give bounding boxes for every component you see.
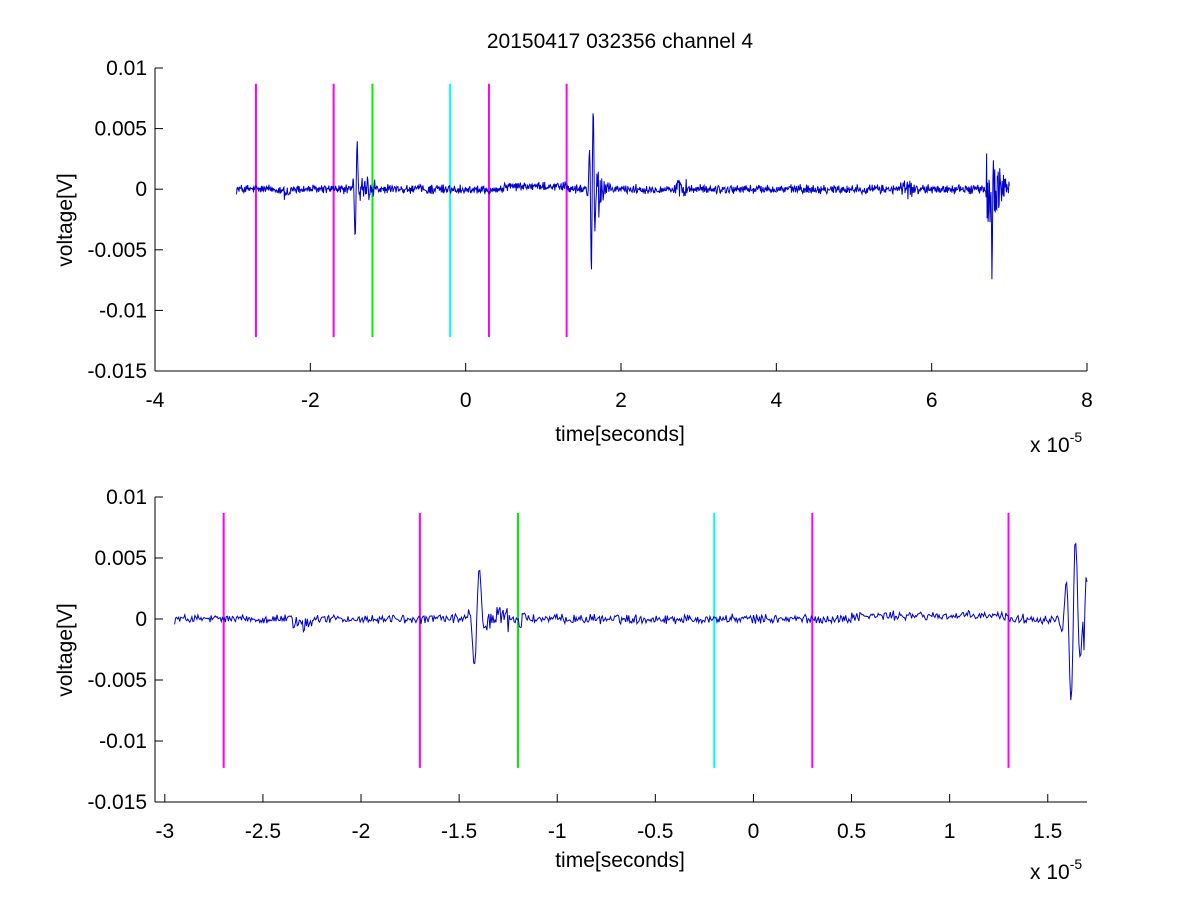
axes-bottom-signal-line bbox=[174, 542, 1088, 701]
axes-top-x-multiplier-exp: -5 bbox=[1070, 429, 1083, 445]
axes-top-x-multiplier-base: x 10 bbox=[1030, 434, 1070, 457]
axes-bottom-markers bbox=[222, 512, 1010, 768]
axes-bottom-xticks: -3 -2.5 -2 -1.5 -1 -0.5 0 0.5 1 1.5 bbox=[155, 794, 1062, 843]
ytick-label: 0.01 bbox=[106, 486, 147, 509]
axes-top-markers bbox=[254, 83, 568, 338]
xtick-label: -2.5 bbox=[245, 820, 281, 843]
axes-top: 0.01 0.005 0 -0.005 -0.01 -0.015 -4 -2 0 2 4 6 8 ti… bbox=[54, 57, 1093, 457]
axes-top-xlabel: time[seconds] bbox=[555, 423, 685, 446]
xtick-label: -2 bbox=[352, 820, 371, 843]
figure-title: 20150417 032356 channel 4 bbox=[487, 30, 754, 53]
xtick-label: 0 bbox=[460, 389, 472, 412]
axes-bottom-x-multiplier: x 10-5 bbox=[1030, 856, 1082, 884]
xtick-label: -4 bbox=[146, 389, 165, 412]
ytick-label: 0 bbox=[135, 608, 147, 631]
xtick-label: 1 bbox=[944, 820, 956, 843]
ytick-label: -0.015 bbox=[87, 791, 147, 814]
axes-bottom-yticks: 0.01 0.005 0 -0.005 -0.01 -0.015 bbox=[87, 486, 163, 814]
axes-bottom-x-multiplier-base: x 10 bbox=[1030, 861, 1070, 884]
ytick-label: 0.005 bbox=[94, 118, 147, 141]
xtick-label: 4 bbox=[770, 389, 782, 412]
axes-bottom: 0.01 0.005 0 -0.005 -0.01 -0.015 -3 -2.5 -2 -1.5… bbox=[54, 486, 1088, 884]
ytick-label: -0.015 bbox=[87, 360, 147, 383]
xtick-label: -0.5 bbox=[637, 820, 673, 843]
axes-top-yticks: 0.01 0.005 0 -0.005 -0.01 -0.015 bbox=[87, 57, 163, 383]
xtick-label: -1 bbox=[548, 820, 567, 843]
xtick-label: -2 bbox=[301, 389, 320, 412]
xtick-label: 0 bbox=[748, 820, 760, 843]
axes-top-frame bbox=[155, 68, 1087, 371]
ytick-label: 0.005 bbox=[94, 547, 147, 570]
ytick-label: -0.005 bbox=[87, 239, 147, 262]
axes-bottom-frame bbox=[155, 497, 1087, 802]
ytick-label: 0.01 bbox=[106, 57, 147, 80]
xtick-label: 0.5 bbox=[837, 820, 866, 843]
xtick-label: 6 bbox=[926, 389, 938, 412]
axes-bottom-x-multiplier-exp: -5 bbox=[1070, 856, 1083, 872]
axes-top-signal-line bbox=[236, 113, 1010, 280]
ytick-label: 0 bbox=[135, 178, 147, 201]
xtick-label: 2 bbox=[615, 389, 627, 412]
axes-top-x-multiplier: x 10-5 bbox=[1030, 429, 1082, 457]
axes-top-ylabel: voltage[V] bbox=[54, 173, 77, 266]
xtick-label: -1.5 bbox=[441, 820, 477, 843]
axes-bottom-ylabel: voltage[V] bbox=[54, 603, 77, 696]
xtick-label: -3 bbox=[155, 820, 174, 843]
axes-bottom-xlabel: time[seconds] bbox=[555, 849, 685, 872]
ytick-label: -0.005 bbox=[87, 669, 147, 692]
axes-top-xticks: -4 -2 0 2 4 6 8 bbox=[146, 363, 1093, 412]
ytick-label: -0.01 bbox=[99, 730, 147, 753]
xtick-label: 1.5 bbox=[1033, 820, 1062, 843]
xtick-label: 8 bbox=[1081, 389, 1093, 412]
ytick-label: -0.01 bbox=[99, 299, 147, 322]
